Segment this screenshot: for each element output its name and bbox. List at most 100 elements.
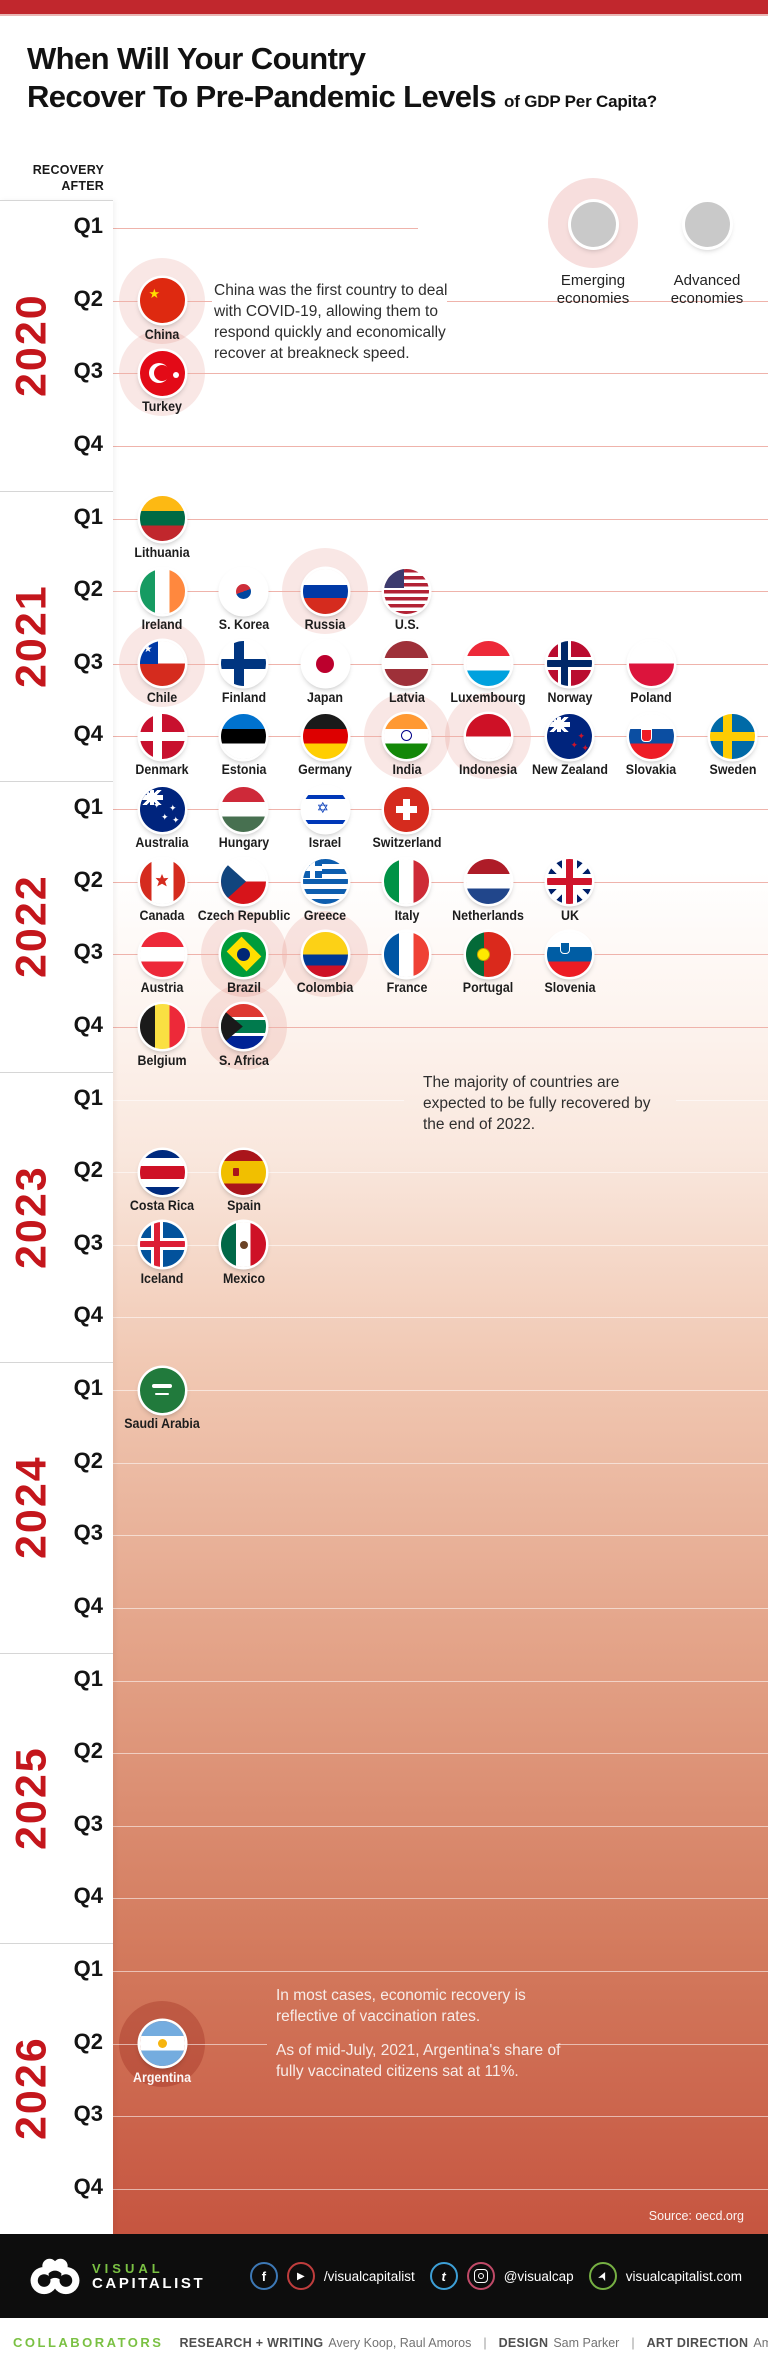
country-label-ar: Argentina (133, 2069, 191, 2085)
year-divider-2023 (0, 1071, 113, 1073)
gb-flag-icon (547, 859, 592, 904)
country-label-ch: Switzerland (371, 835, 442, 850)
quarter-label-2022-Q4: Q4 (73, 1011, 103, 1037)
quarter-label-2025-Q1: Q1 (73, 1665, 103, 1691)
social-links: f ▶ /visualcapitalist t @visualcap ➤ vis… (249, 2262, 742, 2290)
country-label-id: Indonesia (459, 762, 517, 777)
country-label-lt: Lithuania (134, 544, 190, 560)
country-label-pl: Poland (630, 689, 672, 705)
country-label-gb: UK (560, 907, 579, 923)
quarter-gridline-2025-Q3 (113, 1825, 768, 1827)
country-label-cl: Chile (146, 689, 178, 705)
quarter-gridline-2026-Q1 (113, 1971, 768, 1972)
id-flag-icon (465, 713, 511, 759)
quarter-gridline-2022-Q3 (113, 954, 768, 955)
logo-word-capitalist: CAPITALIST (92, 2275, 206, 2292)
dk-flag-icon (139, 713, 185, 759)
quarter-label-2024-Q2: Q2 (73, 1447, 103, 1473)
country-label-lu: Luxembourg (450, 689, 526, 705)
country-label-sa: Saudi Arabia (124, 1416, 200, 1431)
emerging-economy-icon (570, 201, 616, 247)
sa-flag-icon (139, 1367, 185, 1413)
quarter-label-2023-Q1: Q1 (73, 1084, 103, 1110)
logo-word-visual: VISUAL (92, 2261, 164, 2276)
quarter-label-2022-Q3: Q3 (73, 939, 103, 964)
country-label-it: Italy (394, 907, 419, 923)
country-label-es: Spain (226, 1198, 261, 1213)
jp-flag-icon (302, 641, 348, 686)
de-flag-icon (302, 713, 348, 759)
facebook-youtube-handle[interactable]: /visualcapitalist (323, 2268, 415, 2284)
annotation-argentina: In most cases, economic recovery is refl… (276, 1985, 576, 2095)
quarter-gridline-2021-Q1 (113, 518, 768, 520)
website-url[interactable]: visualcapitalist.com (625, 2268, 742, 2284)
country-label-pt: Portugal (462, 980, 514, 995)
mx-flag-icon (221, 1222, 266, 1267)
ch-flag-icon (384, 786, 429, 832)
quarter-gridline-2021-Q2 (113, 591, 768, 592)
quarter-gridline-2024-Q1 (113, 1390, 768, 1391)
country-label-si: Slovenia (543, 980, 596, 995)
advanced-economy-icon (684, 201, 730, 247)
twitter-icon[interactable]: t (429, 2262, 458, 2290)
nz-flag-icon (547, 713, 592, 759)
quarter-gridline-2026-Q4 (113, 2188, 768, 2190)
quarter-gridline-2022-Q2 (113, 881, 768, 883)
year-divider-2022 (0, 781, 113, 782)
country-label-za: S. Africa (218, 1052, 269, 1068)
hu-flag-icon (221, 786, 266, 832)
quarter-gridline-2025-Q2 (113, 1753, 768, 1754)
ar-flag-icon (139, 2021, 185, 2066)
country-label-in: India (392, 762, 421, 777)
country-label-ru: Russia (304, 617, 346, 632)
co-flag-icon (302, 931, 348, 977)
title-suffix: of GDP Per Capita? (504, 92, 657, 111)
in-flag-icon (384, 713, 429, 759)
country-label-be: Belgium (137, 1052, 187, 1068)
is-flag-icon (139, 1222, 185, 1267)
quarter-gridline-2020-Q4 (113, 445, 768, 447)
quarter-gridline-2022-Q1 (113, 809, 768, 810)
chart-gradient-background (0, 200, 768, 2234)
cl-flag-icon (139, 641, 185, 686)
annotation-argentina-p1: In most cases, economic recovery is refl… (276, 1987, 526, 2025)
quarter-gridline-2024-Q3 (113, 1535, 768, 1536)
collab-role-1: DESIGN (498, 2335, 549, 2350)
twitter-instagram-handle[interactable]: @visualcap (503, 2268, 574, 2284)
legend-label-emerging: Emerging economies (556, 272, 630, 307)
quarter-label-2024-Q4: Q4 (73, 1592, 103, 1618)
quarter-gridline-2026-Q2 (113, 2043, 267, 2045)
country-label-fi: Finland (221, 689, 266, 705)
au-flag-icon (139, 786, 185, 832)
quarter-gridline-2025-Q4 (113, 1898, 768, 1899)
country-label-no: Norway (547, 689, 592, 705)
quarter-gridline-2020-Q3 (113, 373, 768, 374)
year-label-2025: 2025 (7, 1745, 56, 1850)
instagram-icon[interactable] (466, 2262, 495, 2290)
lv-flag-icon (384, 641, 429, 686)
be-flag-icon (139, 1004, 185, 1049)
ca-flag-icon (139, 859, 185, 904)
top-accent-underline (0, 14, 768, 16)
country-label-jp: Japan (307, 689, 343, 705)
annotation-majority-recovered: The majority of countries are expected t… (423, 1074, 651, 1133)
country-label-se: Sweden (709, 762, 756, 777)
quarter-gridline-2023-Q2 (113, 1172, 768, 1173)
country-label-us: U.S. (394, 617, 419, 632)
quarter-label-2021-Q1: Q1 (73, 503, 103, 529)
ru-flag-icon (302, 568, 348, 614)
za-flag-icon (221, 1004, 266, 1049)
facebook-icon[interactable]: f (249, 2262, 278, 2290)
quarter-label-2020-Q3: Q3 (73, 358, 103, 383)
cz-flag-icon (221, 859, 266, 904)
collab-names-1: Sam Parker (553, 2335, 620, 2350)
it-flag-icon (384, 859, 429, 904)
quarter-label-2022-Q1: Q1 (73, 794, 103, 819)
quarter-label-2023-Q3: Q3 (73, 1229, 103, 1255)
youtube-icon[interactable]: ▶ (286, 2262, 315, 2290)
cursor-icon[interactable]: ➤ (588, 2262, 617, 2290)
year-divider-2021 (0, 490, 113, 492)
country-label-is: Iceland (140, 1270, 184, 1286)
collab-role-2: ART DIRECTION (646, 2335, 749, 2350)
quarter-gridline-2020-Q1 (113, 228, 418, 229)
